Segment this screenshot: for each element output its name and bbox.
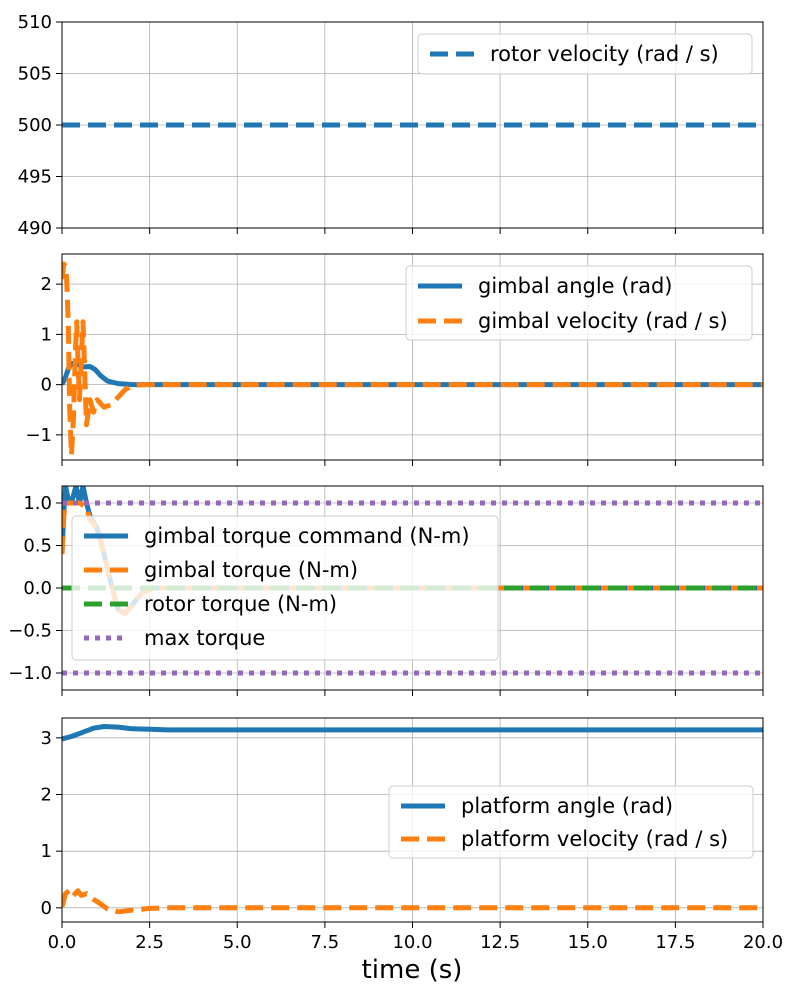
legend-label: rotor velocity (rad / s) bbox=[490, 42, 719, 66]
legend-box bbox=[388, 785, 754, 859]
subplot-4: 0.0 2.5 5.0 7.5 10.0 12.5 15.0 17.5 20.0 0 1 2 3 plat… bbox=[41, 717, 783, 953]
legend-box bbox=[71, 515, 499, 661]
subplot-3: −1.0 −0.5 0.0 0.5 1.0 gimbal torque command (… bbox=[8, 485, 764, 696]
legend-label: gimbal angle (rad) bbox=[478, 274, 673, 298]
x-tick-label: 20.0 bbox=[743, 932, 783, 953]
legend-box bbox=[405, 265, 753, 341]
y-tick-label: −1.0 bbox=[8, 663, 52, 684]
y-tick-label: 0.5 bbox=[23, 536, 52, 557]
y-tick-label: 510 bbox=[18, 12, 52, 33]
y-tick-label: 0 bbox=[41, 375, 52, 396]
legend: gimbal torque command (N-m) gimbal torque… bbox=[71, 515, 499, 661]
y-tick-label: 490 bbox=[18, 218, 52, 239]
x-tick-label: 17.5 bbox=[655, 932, 695, 953]
y-tick-label: 495 bbox=[18, 167, 52, 188]
y-tick-label: −0.5 bbox=[8, 621, 52, 642]
y-tick-label: 2 bbox=[41, 785, 52, 806]
legend-label: gimbal torque (N-m) bbox=[144, 558, 358, 582]
y-tick-label: 2 bbox=[41, 274, 52, 295]
y-tick-label: 0.0 bbox=[23, 578, 52, 599]
series-line-2 bbox=[62, 261, 763, 458]
x-tick-label: 12.5 bbox=[480, 932, 520, 953]
legend-label: rotor torque (N-m) bbox=[144, 592, 337, 616]
y-tick-label: 505 bbox=[18, 64, 52, 85]
legend-label: platform velocity (rad / s) bbox=[461, 827, 728, 851]
y-tick-label: −1 bbox=[25, 425, 52, 446]
subplot-1: 490 495 500 505 510 rotor velocity (rad / s) bbox=[18, 12, 764, 239]
x-tick-label: 5.0 bbox=[223, 932, 252, 953]
legend-label: platform angle (rad) bbox=[461, 794, 673, 818]
legend: platform angle (rad) platform velocity (r… bbox=[388, 785, 754, 859]
x-tick-label: 7.5 bbox=[311, 932, 340, 953]
subplot-2: −1 0 1 2 gimbal angle (rad) gimbal velocity (… bbox=[25, 253, 764, 466]
series-line-2 bbox=[62, 888, 763, 915]
legend-label: gimbal torque command (N-m) bbox=[144, 524, 470, 548]
legend: rotor velocity (rad / s) bbox=[417, 33, 753, 75]
y-tick-label: 1 bbox=[41, 841, 52, 862]
legend-label: gimbal velocity (rad / s) bbox=[478, 309, 728, 333]
legend-label: max torque bbox=[144, 626, 265, 650]
x-tick-label: 15.0 bbox=[568, 932, 608, 953]
x-tick-label: 10.0 bbox=[392, 932, 432, 953]
y-tick-label: 1 bbox=[41, 324, 52, 345]
y-tick-label: 500 bbox=[18, 115, 52, 136]
x-tick-label: 0.0 bbox=[48, 932, 77, 953]
y-tick-label: 0 bbox=[41, 898, 52, 919]
series-line-1 bbox=[62, 724, 763, 742]
legend: gimbal angle (rad) gimbal velocity (rad /… bbox=[405, 265, 753, 341]
y-tick-label: 1.0 bbox=[23, 493, 52, 514]
y-tick-label: 3 bbox=[41, 728, 52, 749]
legend-box bbox=[417, 33, 753, 75]
x-axis-label: time (s) bbox=[362, 955, 463, 985]
x-tick-label: 2.5 bbox=[135, 932, 164, 953]
